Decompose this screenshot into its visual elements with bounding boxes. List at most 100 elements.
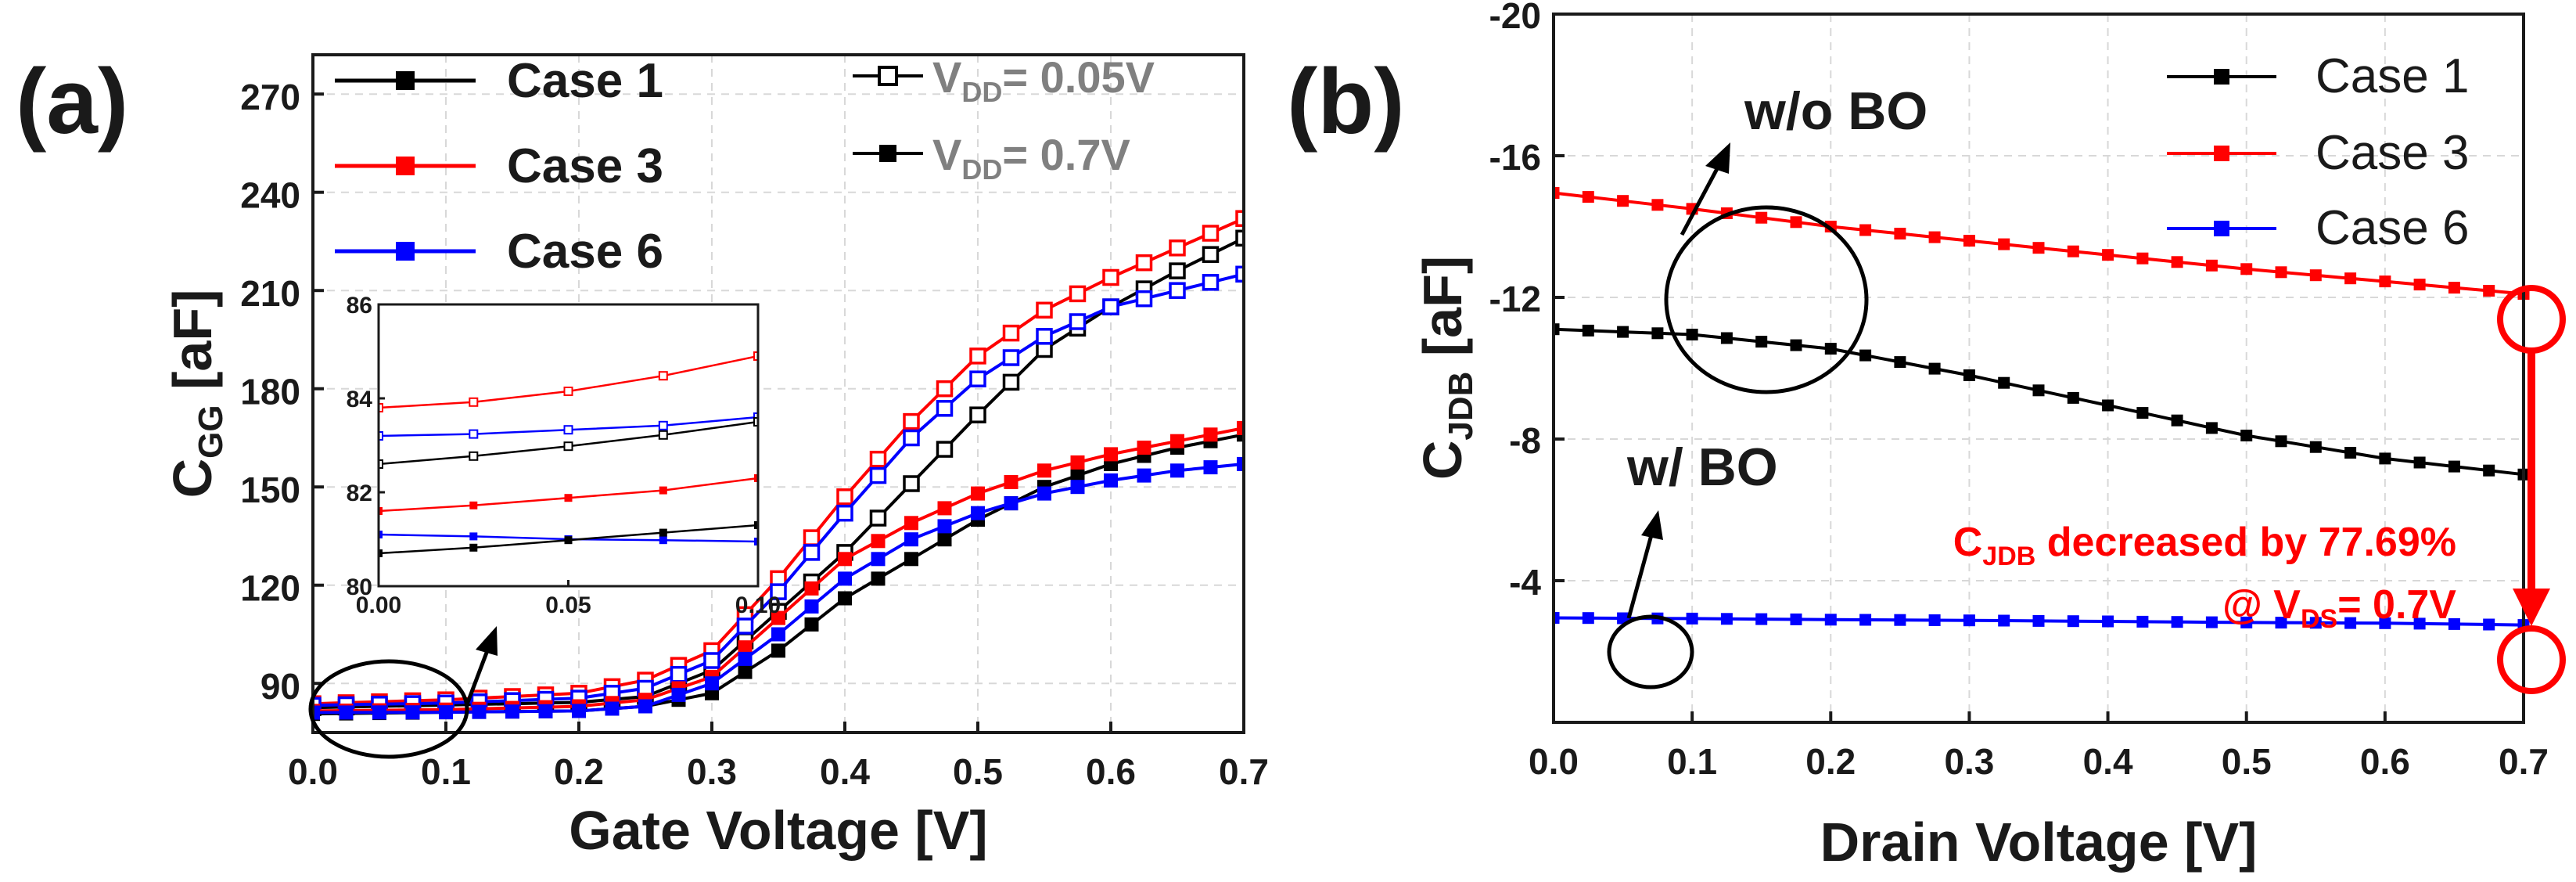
x-ticks-a: 0.0 0.1 0.2 0.3 0.4 0.5 0.6 0.7 (288, 722, 1269, 792)
panel-label-b: (b) (1287, 50, 1405, 153)
series-a-2-point-25 (1135, 290, 1153, 308)
legend-label-case6-a: Case 6 (507, 225, 663, 279)
x-tick-label: 0.1 (1667, 741, 1717, 782)
series-a-1-point-18 (903, 412, 920, 430)
legend-label-vdd-low: VDD= 0.05V (932, 52, 1155, 108)
series-a-5-point-22 (1037, 486, 1051, 501)
legend-label-case3-b: Case 3 (2316, 126, 2469, 180)
y-tick-label: -20 (1489, 0, 1541, 36)
series-a-0-point-21 (1002, 373, 1020, 391)
series-a-5-point-19 (937, 519, 952, 534)
decrease-annotation: CJDB decreased by 77.69% (1953, 520, 2456, 571)
series-b-1-point-6 (1755, 211, 1768, 224)
inset-series-2-point-3 (658, 430, 668, 440)
series-a-2-point-22 (1036, 328, 1053, 345)
series-b-2-point-8 (1824, 614, 1837, 626)
x-tick-label: 0.00 (356, 592, 401, 618)
series-b-2-point-13 (1998, 614, 2010, 627)
y-tick-label: -12 (1489, 279, 1541, 319)
legend-label-vdd-high: VDD= 0.7V (932, 130, 1130, 185)
series-a-2-point-11 (670, 665, 688, 683)
plot-frame-b (1552, 13, 2525, 724)
series-a-5-point-4 (439, 705, 453, 720)
series-a-5-point-8 (572, 704, 586, 718)
series-a-1-point-20 (969, 347, 986, 365)
inset-series-1-point-1 (469, 429, 479, 439)
series-b-2-point-5 (1720, 613, 1733, 625)
y-axis-label-a: CGG [aF] (162, 290, 230, 499)
plot-frame-a (311, 53, 1245, 734)
series-a-5-point-5 (472, 704, 487, 719)
series-a-4-point-27 (1203, 427, 1218, 442)
series-a-0-point-27 (1202, 246, 1220, 263)
series-b-0-point-10 (1894, 356, 1906, 369)
series-a-5-point-25 (1137, 468, 1151, 483)
series-a-1-point-22 (1036, 301, 1053, 319)
series-a-0-point-26 (1169, 262, 1186, 279)
series-a-4-point-16 (838, 552, 852, 567)
series-a-5-point-11 (671, 687, 686, 702)
series-b-1-point-3 (1651, 199, 1664, 211)
series-b-0-point-0 (1554, 323, 1560, 336)
series-a-1-point-21 (1002, 324, 1020, 342)
x-tick-label: 0.2 (554, 751, 604, 792)
x-tick-label: 0.05 (545, 592, 591, 618)
y-tick-label: 240 (240, 175, 300, 216)
series-b-1-point-9 (1859, 224, 1872, 236)
series-a-4-point-15 (804, 581, 819, 596)
y-tick-label: 82 (347, 481, 372, 506)
x-tick-label: 0.6 (2360, 741, 2410, 782)
series-b-1-point-10 (1894, 228, 1906, 239)
series-b-1-point-7 (1790, 216, 1802, 229)
inset-series-2-point-0 (379, 459, 383, 469)
series-b-1-point-21 (2275, 266, 2287, 279)
inset-series-3-point-0 (379, 507, 383, 515)
zoom-ellipse-a (308, 659, 469, 759)
inset-chart: 0.00 0.05 0.10 80 82 84 86 (347, 293, 781, 618)
series-a-5-point-9 (605, 701, 620, 716)
series-a-4-point-17 (871, 534, 886, 549)
series-a-5-point-16 (838, 571, 852, 586)
legend-label-case6-b: Case 6 (2316, 201, 2469, 255)
legend-marker-case1-b (2214, 69, 2229, 85)
series-a-5-point-26 (1170, 463, 1184, 478)
series-a-4-point-21 (1004, 475, 1019, 489)
wo-bo-ellipse (1664, 205, 1869, 394)
series-b-0-point-13 (1998, 376, 2010, 389)
x-tick-label: 0.3 (1944, 741, 1994, 782)
x-tick-label: 0.1 (421, 751, 471, 792)
series-b-1-point-18 (2171, 256, 2183, 268)
series-a-2-point-28 (1235, 265, 1244, 283)
y-tick-label: 90 (260, 666, 300, 707)
series-a-3-point-23 (1070, 468, 1085, 483)
inset-series-0-point-0 (379, 403, 383, 412)
x-tick-label: 0.4 (2083, 741, 2133, 782)
y-axis-label-b: CJDB [aF] (1412, 256, 1480, 480)
series-a-5-point-27 (1203, 460, 1218, 475)
y-ticks-b: -4 -8 -12 -16 -20 (1489, 0, 1565, 603)
panel-label-a: (a) (16, 50, 128, 153)
series-b-2-point-16 (2102, 615, 2114, 628)
series-a-2-point-23 (1069, 313, 1087, 330)
series-b-1-point-16 (2102, 249, 2114, 261)
series-b-0-point-22 (2309, 441, 2322, 453)
series-a-2-point-26 (1169, 282, 1186, 299)
x-tick-label: 0.7 (1219, 751, 1269, 792)
series-b-2-point-1 (1582, 612, 1594, 625)
inset-series-0-point-1 (469, 397, 479, 407)
series-a-2-point-14 (770, 583, 787, 600)
series-a-5-point-2 (372, 705, 386, 720)
series-a-3-point-17 (871, 571, 886, 586)
series-b-0-point-21 (2275, 435, 2287, 448)
series-a-4-point-14 (771, 610, 785, 625)
series-a-5-point-13 (738, 651, 753, 666)
series-b-0-point-14 (2032, 384, 2045, 397)
inset-series-3-point-4 (754, 474, 758, 482)
series-a-2-point-19 (936, 400, 954, 417)
series-b-1-point-15 (2067, 245, 2079, 257)
legend-label-case1-a: Case 1 (507, 54, 663, 108)
series-b-2-point-21 (2275, 617, 2287, 629)
inset-series-3-point-3 (659, 486, 667, 495)
series-b-2-point-18 (2171, 616, 2183, 628)
series-b-2-point-24 (2379, 617, 2391, 629)
